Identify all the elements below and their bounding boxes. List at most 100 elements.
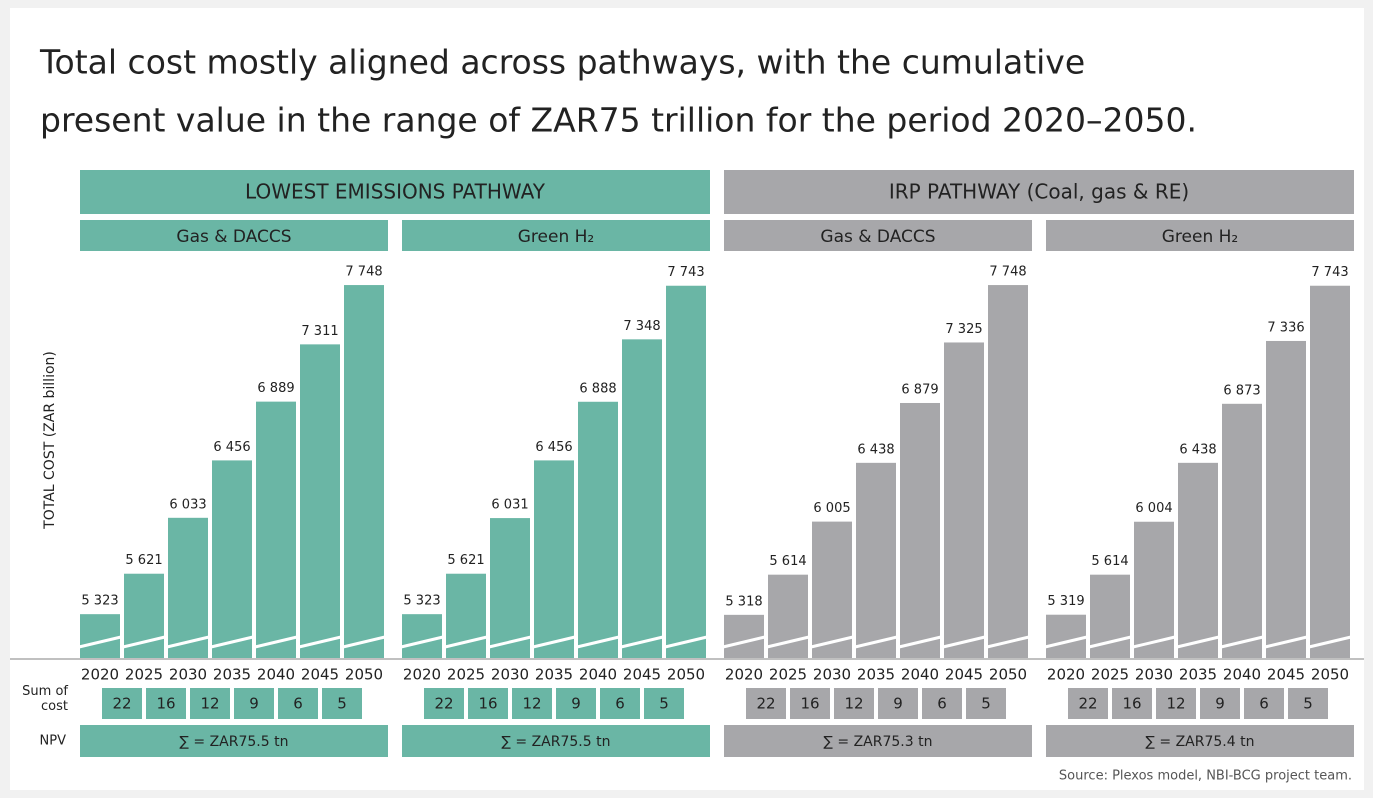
x-tick-label: 2050 <box>667 666 705 684</box>
bar <box>80 614 120 658</box>
value-label: 5 318 <box>725 594 762 609</box>
bar <box>1310 285 1350 658</box>
value-label: 5 323 <box>403 594 440 609</box>
sum-value: 6 <box>1259 695 1269 713</box>
axis-break <box>122 635 166 649</box>
axis-break <box>254 635 298 649</box>
axis-break <box>1264 635 1308 649</box>
npv-value: ∑ = ZAR75.5 tn <box>502 734 611 750</box>
x-tick-label: 2025 <box>1091 666 1129 684</box>
value-label: 7 743 <box>1311 265 1348 280</box>
x-tick-label: 2040 <box>257 666 295 684</box>
npv-box <box>402 725 710 757</box>
panel-header <box>80 220 388 251</box>
sum-box <box>922 688 962 719</box>
bar <box>1046 614 1086 658</box>
x-tick-label: 2035 <box>857 666 895 684</box>
sum-box <box>190 688 230 719</box>
x-tick-label: 2050 <box>1311 666 1349 684</box>
panel-subtitle: Gas & DACCS <box>176 227 291 247</box>
sum-box <box>1156 688 1196 719</box>
pathway-title: IRP PATHWAY (Coal, gas & RE) <box>889 180 1189 204</box>
bar <box>856 462 896 658</box>
sum-box <box>278 688 318 719</box>
value-label: 6 031 <box>491 498 528 513</box>
sum-box <box>1200 688 1240 719</box>
x-tick-label: 2020 <box>81 666 119 684</box>
x-tick-label: 2045 <box>301 666 339 684</box>
sum-box <box>234 688 274 719</box>
sum-value: 9 <box>1215 695 1225 713</box>
row-label: NPV <box>40 734 67 749</box>
value-label: 7 748 <box>345 265 382 280</box>
axis-break <box>166 635 210 649</box>
sum-value: 22 <box>112 695 131 713</box>
bar <box>1222 403 1262 658</box>
npv-box <box>80 725 388 757</box>
axis-break <box>576 635 620 649</box>
axis-break <box>766 635 810 649</box>
npv-value: ∑ = ZAR75.5 tn <box>180 734 289 750</box>
value-label: 6 889 <box>257 381 294 396</box>
sum-value: 12 <box>844 695 863 713</box>
axis-break <box>986 635 1030 649</box>
sum-value: 16 <box>1122 695 1141 713</box>
sum-box <box>790 688 830 719</box>
source: Source: Plexos model, NBI-BCG project te… <box>1059 769 1352 784</box>
axis-break <box>1132 635 1176 649</box>
sum-box <box>966 688 1006 719</box>
axis-break <box>488 635 532 649</box>
axis-break <box>532 635 576 649</box>
bar <box>344 285 384 658</box>
sum-box <box>1068 688 1108 719</box>
bar <box>578 401 618 658</box>
axis-break <box>444 635 488 649</box>
panel-subtitle: Gas & DACCS <box>820 227 935 247</box>
npv-value: ∑ = ZAR75.4 tn <box>1146 734 1255 750</box>
x-tick-label: 2030 <box>1135 666 1173 684</box>
sum-value: 9 <box>893 695 903 713</box>
sum-box <box>1288 688 1328 719</box>
panel-header <box>402 220 710 251</box>
x-tick-label: 2030 <box>169 666 207 684</box>
axis-break <box>1220 635 1264 649</box>
bar <box>666 285 706 658</box>
value-label: 5 323 <box>81 594 118 609</box>
pathway-header <box>724 170 1354 214</box>
x-tick-label: 2020 <box>403 666 441 684</box>
sum-box <box>746 688 786 719</box>
sum-value: 6 <box>615 695 625 713</box>
sum-value: 5 <box>981 695 991 713</box>
sum-value: 16 <box>478 695 497 713</box>
value-label: 7 743 <box>667 265 704 280</box>
sum-value: 5 <box>1303 695 1313 713</box>
bar <box>402 614 442 658</box>
x-tick-label: 2040 <box>1223 666 1261 684</box>
sum-box <box>1112 688 1152 719</box>
sum-value: 22 <box>756 695 775 713</box>
axis-break <box>1176 635 1220 649</box>
bar <box>944 342 984 658</box>
y-axis-label: TOTAL COST (ZAR billion) <box>42 351 58 530</box>
sum-box <box>102 688 142 719</box>
bar <box>1134 521 1174 658</box>
npv-box <box>1046 725 1354 757</box>
sum-value: 12 <box>522 695 541 713</box>
value-label: 6 033 <box>169 497 206 512</box>
bar <box>622 339 662 658</box>
x-tick-label: 2035 <box>1179 666 1217 684</box>
value-label: 5 614 <box>769 554 806 569</box>
value-label: 7 325 <box>945 322 982 337</box>
bar <box>256 401 296 658</box>
sum-box <box>878 688 918 719</box>
x-tick-label: 2020 <box>725 666 763 684</box>
sum-box <box>556 688 596 719</box>
axis-break <box>210 635 254 649</box>
sum-box <box>424 688 464 719</box>
panel-subtitle: Green H₂ <box>518 227 594 247</box>
axis-break <box>810 635 854 649</box>
panel-header <box>724 220 1032 251</box>
bar <box>300 344 340 658</box>
sum-box <box>600 688 640 719</box>
